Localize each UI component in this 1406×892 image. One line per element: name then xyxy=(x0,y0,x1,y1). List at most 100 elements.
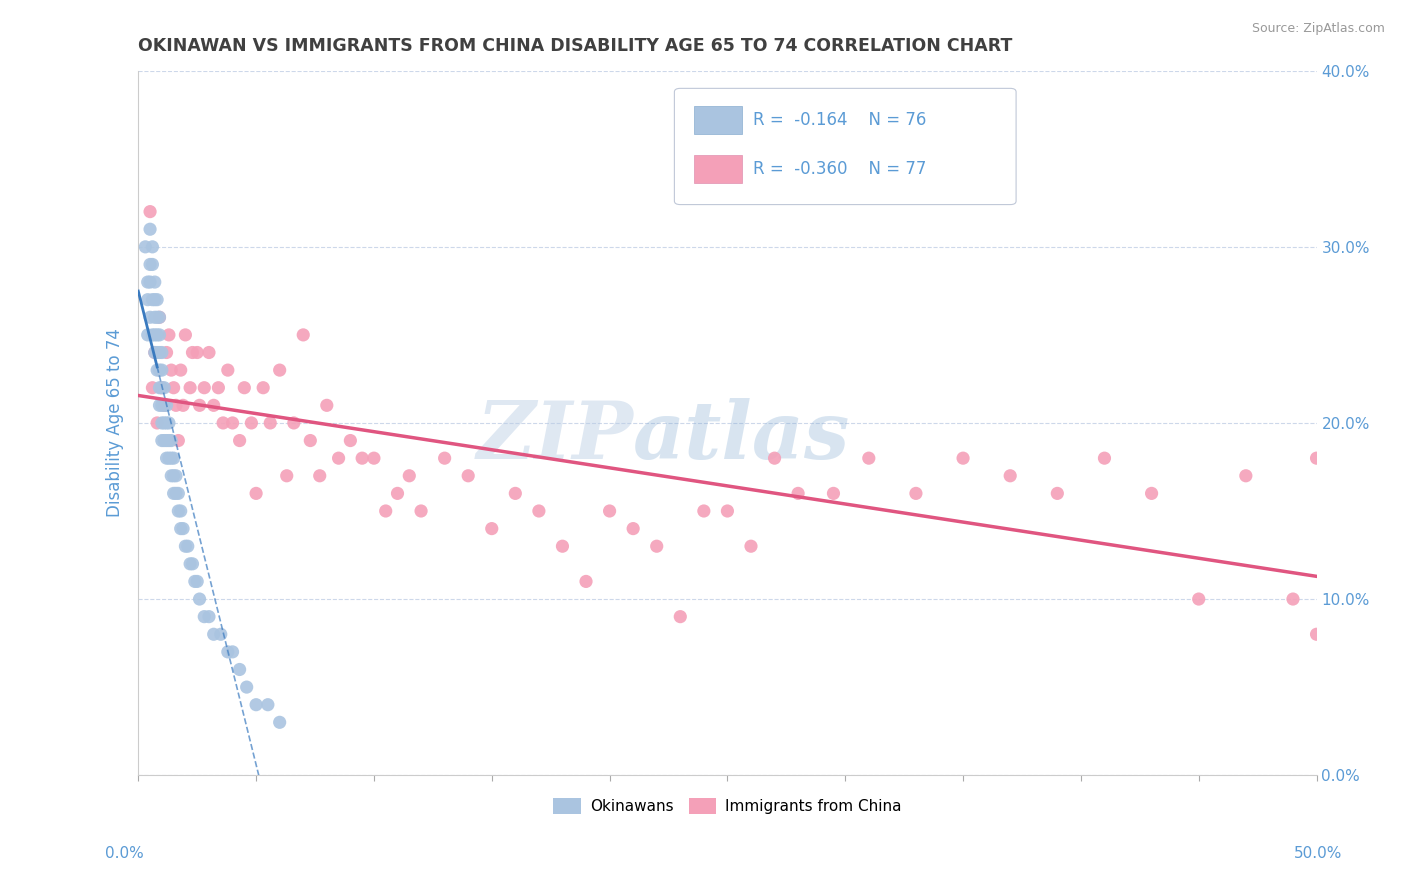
Point xyxy=(148,398,170,412)
Point xyxy=(181,557,204,571)
Point xyxy=(374,504,396,518)
Point xyxy=(174,539,197,553)
Point xyxy=(146,310,169,325)
Point xyxy=(165,486,187,500)
Point xyxy=(245,698,267,712)
Point xyxy=(188,398,211,412)
Point xyxy=(209,627,232,641)
Point xyxy=(146,293,169,307)
Point xyxy=(146,345,169,359)
Point xyxy=(179,381,201,395)
Text: Source: ZipAtlas.com: Source: ZipAtlas.com xyxy=(1251,22,1385,36)
Point xyxy=(136,293,159,307)
Point xyxy=(146,416,169,430)
Point xyxy=(167,486,190,500)
Point xyxy=(153,434,176,448)
Point xyxy=(252,381,274,395)
Point xyxy=(172,522,194,536)
Point xyxy=(150,398,173,412)
Point xyxy=(245,486,267,500)
Point xyxy=(141,381,163,395)
Point xyxy=(170,363,193,377)
Point xyxy=(221,645,243,659)
Point xyxy=(143,310,166,325)
Point xyxy=(167,504,190,518)
Point xyxy=(716,504,738,518)
Point xyxy=(179,557,201,571)
Point xyxy=(621,522,644,536)
Text: 0.0%: 0.0% xyxy=(105,847,145,861)
Text: R =  -0.164    N = 76: R = -0.164 N = 76 xyxy=(754,111,927,129)
Point xyxy=(198,609,221,624)
Point xyxy=(235,680,257,694)
Bar xyxy=(695,155,741,184)
Point xyxy=(143,345,166,359)
Point xyxy=(409,504,432,518)
Point xyxy=(150,434,173,448)
Point xyxy=(162,451,184,466)
Point xyxy=(150,381,173,395)
Point xyxy=(283,416,305,430)
Point xyxy=(150,381,173,395)
Point xyxy=(157,416,180,430)
Point xyxy=(1140,486,1163,500)
Y-axis label: Disability Age 65 to 74: Disability Age 65 to 74 xyxy=(107,328,124,517)
Point xyxy=(146,327,169,342)
Point xyxy=(150,363,173,377)
Point xyxy=(134,240,156,254)
Point xyxy=(136,327,159,342)
Point xyxy=(823,486,845,500)
Point xyxy=(153,381,176,395)
Point xyxy=(505,486,527,500)
Point xyxy=(315,398,337,412)
Point xyxy=(481,522,503,536)
Legend: Okinawans, Immigrants from China: Okinawans, Immigrants from China xyxy=(547,792,908,821)
Point xyxy=(858,451,880,466)
Point xyxy=(162,468,184,483)
Point xyxy=(148,327,170,342)
Point xyxy=(363,451,385,466)
Point xyxy=(143,327,166,342)
Text: R =  -0.360    N = 77: R = -0.360 N = 77 xyxy=(754,161,927,178)
Point xyxy=(299,434,322,448)
Bar xyxy=(695,106,741,134)
Point xyxy=(141,327,163,342)
Point xyxy=(165,468,187,483)
Point xyxy=(162,486,184,500)
Point xyxy=(148,363,170,377)
Text: atlas: atlas xyxy=(633,399,851,475)
Point xyxy=(177,539,200,553)
Point xyxy=(398,468,420,483)
Point xyxy=(174,327,197,342)
Point xyxy=(148,345,170,359)
Point xyxy=(157,451,180,466)
Point xyxy=(599,504,621,518)
Point xyxy=(181,345,204,359)
Point xyxy=(207,381,229,395)
Point xyxy=(904,486,927,500)
Point xyxy=(148,310,170,325)
Point xyxy=(170,504,193,518)
Point xyxy=(952,451,974,466)
Point xyxy=(139,222,162,236)
Point xyxy=(172,398,194,412)
Point xyxy=(148,381,170,395)
Point xyxy=(551,539,574,553)
Point xyxy=(148,310,170,325)
Point xyxy=(1094,451,1116,466)
Point xyxy=(139,275,162,289)
Point xyxy=(457,468,479,483)
Point xyxy=(150,416,173,430)
Point xyxy=(157,434,180,448)
Point xyxy=(155,451,177,466)
Point xyxy=(136,275,159,289)
Point xyxy=(155,434,177,448)
Point xyxy=(1305,627,1327,641)
Point xyxy=(257,698,280,712)
Point xyxy=(139,204,162,219)
Point xyxy=(141,257,163,271)
Point xyxy=(228,434,250,448)
Point xyxy=(153,398,176,412)
Point xyxy=(276,468,298,483)
Point xyxy=(269,363,291,377)
